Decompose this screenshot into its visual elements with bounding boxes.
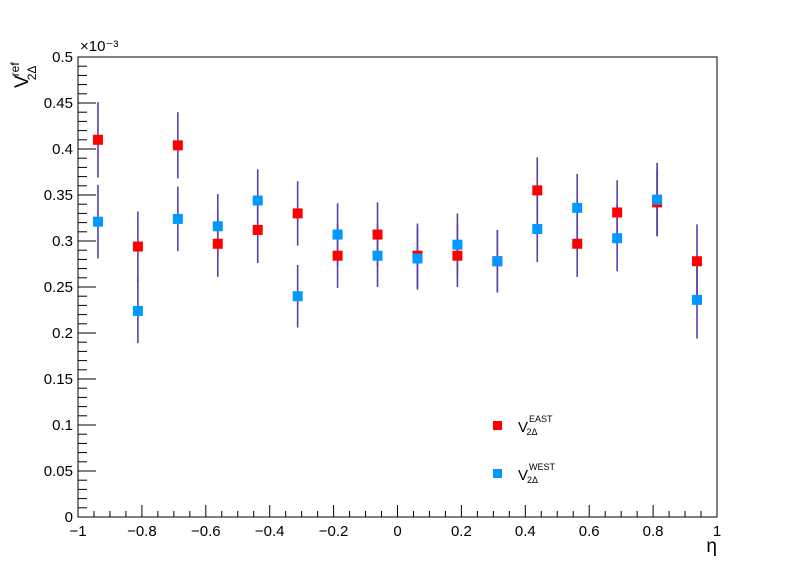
y-tick-label: 0.2 [52, 325, 73, 342]
y-tick-label: 0.4 [52, 141, 73, 158]
y-tick-label: 0.25 [44, 279, 73, 296]
legend-marker-east [493, 421, 502, 430]
y-axis-title-sup: ref [8, 62, 22, 77]
data-point-west [612, 233, 623, 244]
y-tick-label: 0 [65, 509, 73, 526]
data-point-west [332, 229, 343, 240]
y-tick-label: 0.05 [44, 463, 73, 480]
data-point-west [412, 253, 423, 264]
legend-label-east: VEAST 2Δ [518, 414, 553, 437]
data-point-west [212, 221, 223, 232]
x-tick-label: 0.8 [643, 523, 664, 540]
data-point-east [92, 134, 103, 145]
data-point-west [132, 305, 143, 316]
legend: VEAST 2Δ VWEST 2Δ [493, 414, 556, 485]
y-axis: 0 0.05 0.1 0.15 0.2 0.25 0.3 0.35 0.4 0.45 0.5 [44, 49, 96, 526]
y-tick-label: 0.35 [44, 187, 73, 204]
data-point-east [252, 224, 263, 235]
data-point-east [292, 208, 303, 219]
y-tick-label: 0.3 [52, 233, 73, 250]
y-tick-label: 0.1 [52, 417, 73, 434]
y-axis-title-sub: 2Δ [25, 66, 39, 81]
legend-marker-west [493, 469, 502, 478]
y-exponent-label: ×10⁻³ [80, 38, 118, 55]
data-point-west [572, 202, 583, 213]
data-point-west [92, 216, 103, 227]
x-tick-label: 0 [393, 523, 401, 540]
y-tick-label: 0.15 [44, 371, 73, 388]
y-tick-label: 0.5 [52, 49, 73, 66]
x-tick-label: 0.2 [451, 523, 472, 540]
data-point-east [692, 256, 703, 267]
data-point-west [692, 294, 703, 305]
data-point-east [372, 229, 383, 240]
x-tick-label: 0.4 [515, 523, 536, 540]
data-point-west [172, 213, 183, 224]
data-point-west [492, 256, 503, 267]
x-tick-label: −0.4 [255, 523, 285, 540]
data-point-east [532, 185, 543, 196]
data-point-east [332, 250, 343, 261]
error-bars [97, 102, 698, 344]
data-point-west [452, 239, 463, 250]
data-point-east [572, 238, 583, 249]
legend-entry-west: VWEST 2Δ [493, 462, 556, 485]
x-axis: −1 −0.8 −0.6 −0.4 −0.2 0 0.2 0.4 0.6 0.8 1 [69, 505, 721, 540]
data-point-east [212, 238, 223, 249]
data-point-west [652, 194, 663, 205]
x-tick-label: −0.8 [127, 523, 157, 540]
y-axis-title-base: V [12, 75, 33, 88]
data-point-west [292, 291, 303, 302]
x-tick-label: −0.6 [191, 523, 221, 540]
x-tick-label: −0.2 [319, 523, 349, 540]
data-point-west [372, 250, 383, 261]
x-tick-label: 1 [713, 523, 721, 540]
legend-entry-east: VEAST 2Δ [493, 414, 553, 437]
data-point-east [172, 140, 183, 151]
x-axis-title: η [706, 536, 717, 557]
plot-frame [77, 56, 718, 518]
data-point-east [452, 250, 463, 261]
legend-label-west: VWEST 2Δ [518, 462, 556, 485]
data-markers [92, 134, 703, 316]
data-point-west [532, 224, 543, 235]
data-point-west [252, 195, 263, 206]
y-axis-title: Vref 2Δ [8, 62, 39, 88]
x-tick-label: −1 [69, 523, 86, 540]
data-point-east [132, 241, 143, 252]
y-tick-label: 0.45 [44, 95, 73, 112]
data-point-east [612, 207, 623, 218]
x-tick-label: 0.6 [579, 523, 600, 540]
